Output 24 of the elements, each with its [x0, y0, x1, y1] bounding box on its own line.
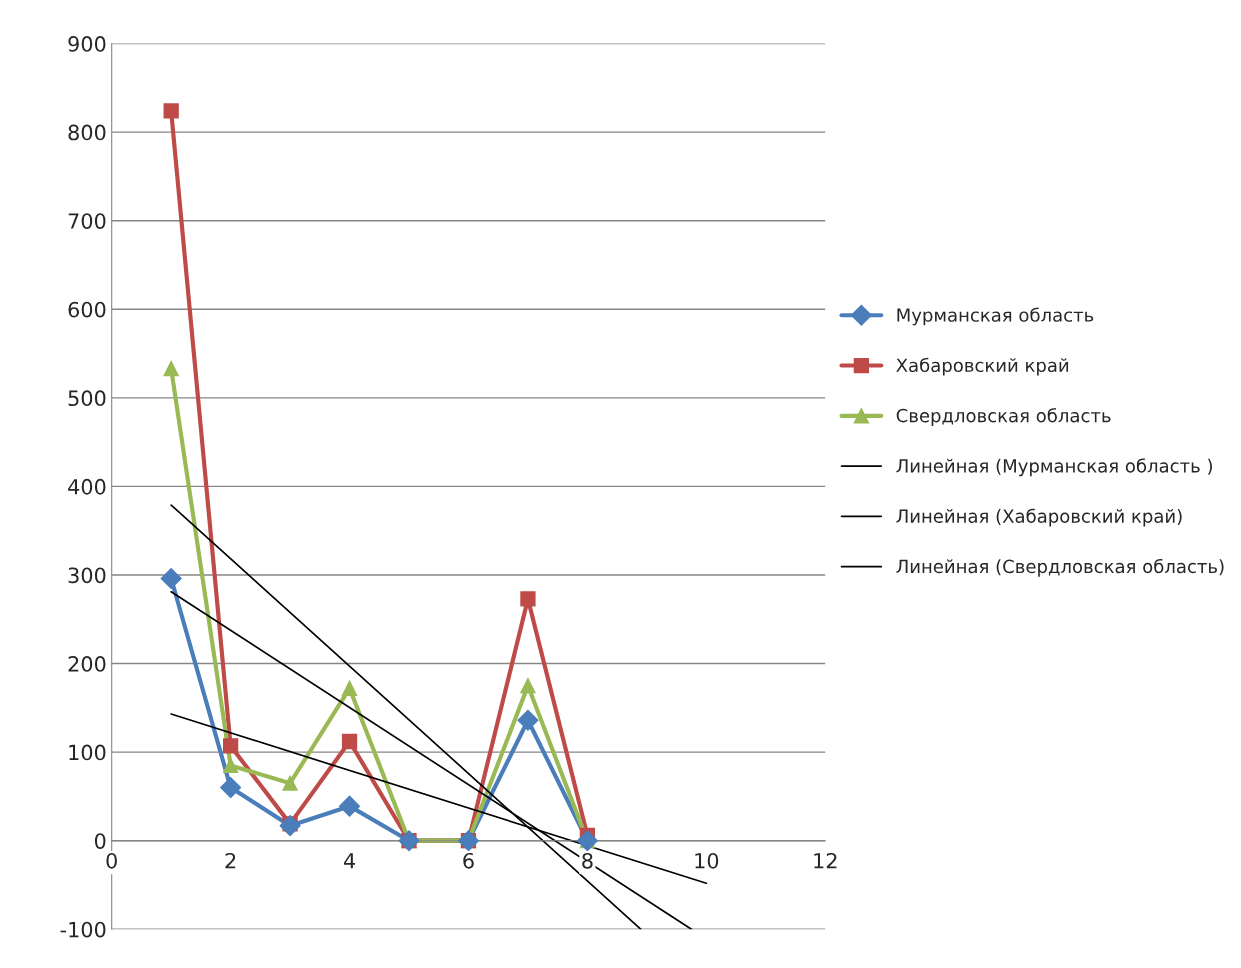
y-tick-label: 800	[68, 124, 106, 141]
x-tick-label: 8	[582, 852, 593, 869]
y-tick-label: 700	[68, 213, 106, 229]
y-tick-label: 300	[68, 567, 106, 584]
legend-label: Линейная (Свердловская область)	[896, 558, 1224, 577]
x-tick-label: 10	[695, 852, 719, 869]
y-tick-label: 500	[68, 390, 106, 407]
y-tick-label: 200	[68, 656, 106, 672]
legend-label: Мурманская область	[897, 307, 1094, 326]
y-tick-label: 400	[68, 478, 106, 495]
x-tick-label: 12	[814, 852, 837, 869]
legend-label: Линейная (Хабаровский край)	[896, 508, 1182, 527]
legend-label: Свердловская область	[896, 408, 1111, 426]
legend-label: Линейная (Мурманская область )	[896, 458, 1212, 477]
x-tick-label: 4	[343, 853, 356, 869]
y-tick-label: 600	[68, 301, 106, 318]
legend-label: Хабаровский край	[896, 357, 1069, 376]
x-tick-label: 0	[106, 852, 117, 869]
y-tick-label: 100	[69, 744, 106, 761]
y-tick-label: 900	[68, 36, 106, 52]
y-tick-label: 0	[94, 833, 106, 849]
x-tick-label: 2	[225, 852, 236, 869]
y-tick-label: -100	[60, 921, 106, 938]
x-tick-label: 6	[463, 852, 474, 869]
